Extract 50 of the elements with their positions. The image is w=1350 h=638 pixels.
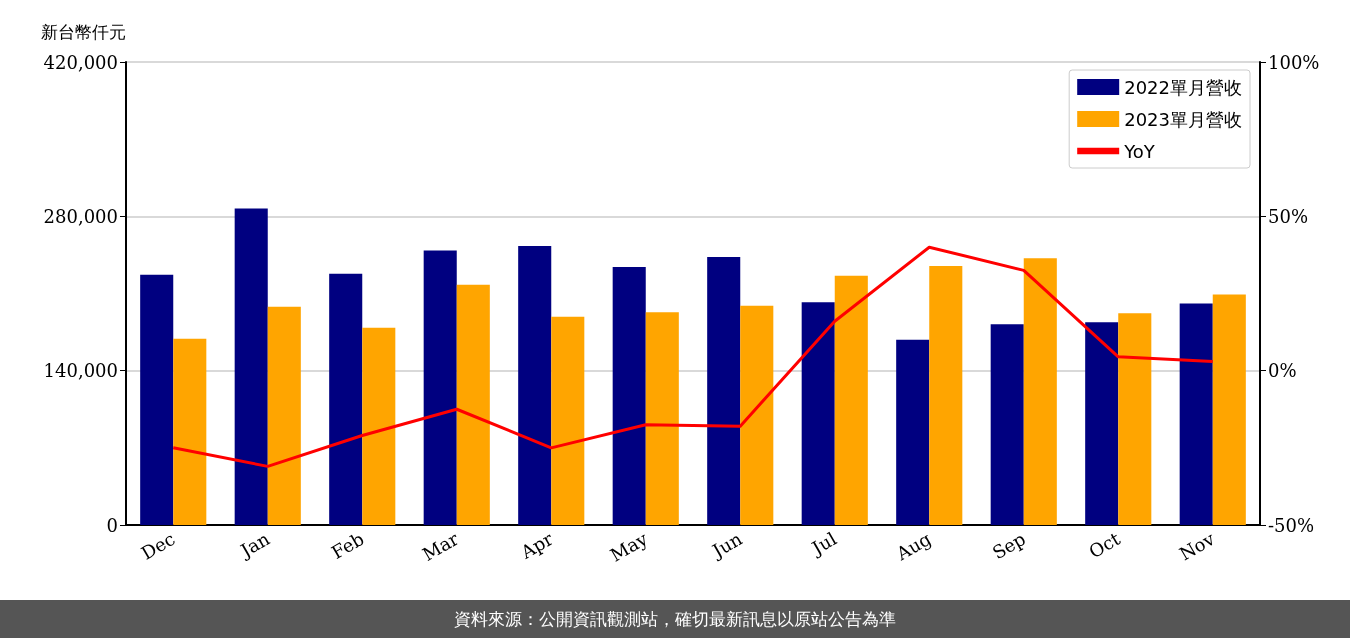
y-tick-label: 0 (106, 514, 118, 536)
y-tick-label: 140,000 (43, 360, 118, 382)
bar (1118, 313, 1152, 525)
x-tick-label: May (606, 527, 652, 566)
x-tick-label: Jul (806, 527, 841, 560)
y2-tick-label: -50% (1268, 514, 1315, 536)
x-tick-label: Sep (988, 527, 1029, 564)
x-tick-label: Aug (891, 527, 935, 565)
x-tick-label: Jan (235, 527, 274, 562)
bar (173, 338, 207, 525)
y-tick-label: 420,000 (43, 51, 118, 73)
bar (140, 274, 174, 525)
x-tick-label: Feb (327, 527, 368, 563)
x-tick-label: Apr (516, 527, 557, 564)
bar (518, 246, 552, 525)
x-tick-label: Dec (137, 527, 179, 564)
bar (645, 312, 679, 525)
bar (234, 208, 268, 525)
bar (551, 316, 585, 525)
x-tick-label: Nov (1175, 527, 1219, 565)
x-tick-label: Jun (706, 527, 746, 563)
bar (329, 273, 363, 525)
bar (612, 267, 646, 525)
bar (1212, 294, 1246, 525)
bar (423, 250, 457, 525)
x-tick-label: Mar (418, 527, 463, 565)
line-series (171, 245, 1215, 468)
legend-label: 2022單月營收 (1124, 76, 1242, 98)
y2-tick-label: 100% (1268, 51, 1320, 73)
bar (362, 327, 396, 525)
bar (1085, 322, 1119, 525)
bar (267, 306, 301, 525)
bar (740, 305, 774, 525)
y-axis-title: 新台幣仟元 (41, 21, 126, 42)
source-note: 資料來源：公開資訊觀測站，確切最新訊息以原站公告為準 (454, 607, 896, 631)
bar (1023, 258, 1057, 525)
bar (896, 339, 930, 525)
legend-label: 2023單月營收 (1124, 108, 1242, 130)
y2-tick-label: 0% (1268, 360, 1297, 382)
legend-label: YoY (1123, 140, 1156, 162)
y-tick-label: 280,000 (43, 205, 118, 227)
bar (801, 302, 835, 525)
bar (929, 265, 963, 525)
x-tick-label: Oct (1085, 527, 1125, 563)
bar (990, 324, 1024, 525)
bar (1179, 303, 1213, 525)
bar (834, 275, 868, 525)
bar (707, 257, 741, 525)
bar (456, 284, 490, 525)
y2-tick-label: 50% (1268, 205, 1309, 227)
